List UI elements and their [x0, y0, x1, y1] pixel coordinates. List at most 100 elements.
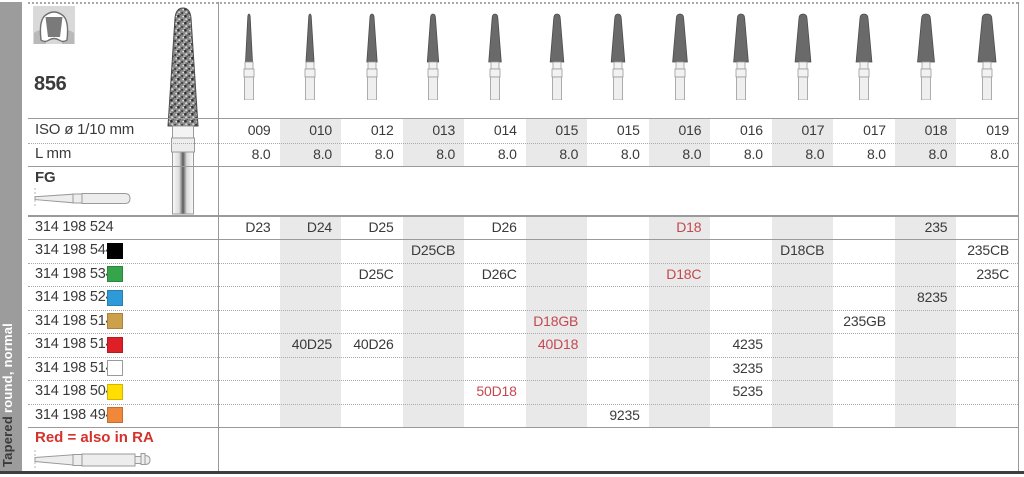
- column-stripe: [402, 215, 465, 427]
- row-separator: [28, 356, 1018, 358]
- product-ref: 9235: [609, 406, 640, 423]
- rule-vertical: [1018, 2, 1019, 471]
- order-code: 314 198 524: [35, 289, 114, 305]
- iso-value: 009: [247, 122, 271, 138]
- order-code: 314 198 494: [35, 406, 114, 423]
- legend-red-note: Red = also in RA: [35, 429, 154, 446]
- iso-value: 018: [924, 122, 948, 138]
- rule: [28, 118, 1018, 119]
- column-stripe: [279, 118, 341, 166]
- column-stripe: [402, 118, 465, 166]
- product-ref: D24: [306, 219, 332, 235]
- column-stripe: [279, 215, 341, 427]
- length-value: 8.0: [497, 146, 517, 162]
- bur-icon: [794, 13, 811, 100]
- product-ref: D23: [245, 219, 271, 235]
- row-separator: [28, 286, 1018, 287]
- bur-icon: [671, 13, 688, 100]
- iso-value: 015: [555, 122, 579, 138]
- rule: [28, 166, 1018, 167]
- bur-icon: [427, 13, 440, 100]
- bur-icon: [366, 13, 378, 100]
- ra-shank-icon: [34, 450, 151, 470]
- order-code: 314 198 514: [35, 336, 114, 352]
- iso-value: 017: [801, 122, 825, 138]
- product-ref: 235: [924, 219, 948, 235]
- row-separator: [28, 333, 1018, 334]
- length-value: 8.0: [251, 146, 271, 162]
- product-ref: 3235: [732, 359, 763, 376]
- product-ref: 235CB: [967, 242, 1009, 258]
- order-code: 314 198 534: [35, 265, 114, 282]
- length-value: 8.0: [313, 146, 332, 162]
- length-value: 8.0: [743, 146, 763, 162]
- iso-value: 010: [309, 122, 332, 138]
- ring-color-yellow: [107, 383, 123, 400]
- tooth-crown-icon: [33, 6, 75, 44]
- column-stripe: [525, 215, 588, 427]
- product-ref-red: D18GB: [533, 312, 579, 329]
- bur-icon: [304, 13, 316, 100]
- ring-color-white: [107, 360, 123, 377]
- product-ref-red: 40D18: [537, 336, 579, 352]
- product-ref: D26: [491, 219, 517, 235]
- product-ref: D18CB: [780, 242, 825, 258]
- column-stripe: [648, 118, 711, 166]
- length-value: 8.0: [682, 146, 702, 162]
- product-ref: 5235: [732, 383, 763, 399]
- sidebar-category-label: Tapered: [0, 415, 15, 467]
- row-separator: [28, 309, 1018, 311]
- row-separator: [28, 262, 1018, 264]
- order-code: 314 198 544: [35, 242, 114, 258]
- rule: [28, 239, 1018, 240]
- length-value: 8.0: [928, 146, 948, 162]
- bur-icon: [488, 13, 502, 100]
- rule-dotted: [28, 143, 1018, 144]
- column-stripe: [771, 118, 834, 166]
- row-separator: [28, 403, 1018, 405]
- product-ref-red: 50D18: [476, 383, 517, 399]
- product-ref: D25C: [358, 265, 394, 282]
- iso-row-label: ISO ø 1/10 mm: [35, 121, 135, 138]
- length-value: 8.0: [559, 146, 579, 162]
- product-ref: D25CB: [410, 242, 456, 258]
- rule: [28, 215, 1018, 217]
- product-ref: 235GB: [843, 312, 886, 329]
- iso-value: 014: [493, 122, 517, 138]
- bur-icon: [855, 13, 873, 100]
- bur-icon: [977, 13, 997, 100]
- product-ref: 40D25: [291, 336, 332, 352]
- product-ref: D25: [368, 219, 394, 235]
- product-ref-red: D18: [676, 219, 702, 235]
- category-sidebar: round, normal Tapered: [0, 2, 22, 471]
- product-ref: 40D26: [353, 336, 394, 352]
- bur-icon: [916, 13, 935, 100]
- order-code: 314 198 504: [35, 383, 114, 399]
- order-code: 314 198 514: [35, 312, 114, 329]
- ring-color-green: [107, 266, 123, 283]
- ring-color-blue: [107, 289, 123, 306]
- iso-value: 015: [616, 122, 640, 138]
- sidebar-subcategory-label: round, normal: [0, 323, 15, 413]
- iso-value: 017: [863, 122, 886, 138]
- product-ref-red: D18C: [666, 265, 702, 282]
- length-value: 8.0: [374, 146, 394, 162]
- ring-color-orange: [107, 407, 123, 424]
- length-row-label: L mm: [35, 145, 72, 162]
- iso-value: 012: [370, 122, 394, 138]
- ring-color-red: [107, 336, 123, 353]
- column-stripe: [525, 118, 588, 166]
- order-code: 314 198 524: [35, 219, 114, 235]
- bur-icon: [733, 13, 749, 100]
- product-ref: 8235: [917, 289, 948, 305]
- bur-icon: [610, 13, 626, 100]
- length-value: 8.0: [620, 146, 640, 162]
- order-code: 314 198 514: [35, 359, 114, 376]
- length-value: 8.0: [436, 146, 456, 162]
- bur-icon: [549, 13, 564, 100]
- column-stripe: [648, 215, 711, 427]
- ring-color-gold: [107, 313, 123, 330]
- column-stripe: [894, 215, 957, 427]
- iso-value: 016: [678, 122, 702, 138]
- rule-vertical: [218, 2, 219, 471]
